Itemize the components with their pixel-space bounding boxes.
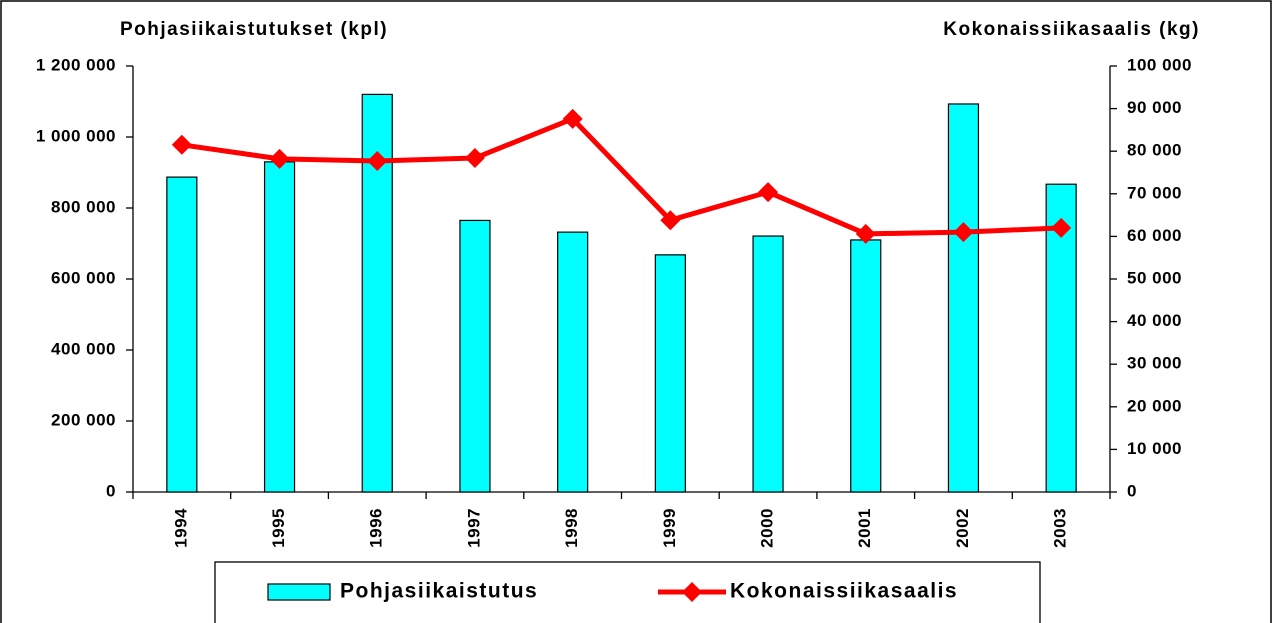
y-tick-label: 0 — [106, 481, 116, 500]
line — [181, 116, 1062, 237]
legend-box — [214, 561, 1041, 623]
y2-tick-label: 60 000 — [1127, 226, 1182, 245]
y-tick-label: 400 000 — [51, 339, 116, 358]
y2-tick-label: 80 000 — [1127, 141, 1182, 160]
legend-label: Kokonaissiikasaalis — [730, 580, 958, 603]
y2-tick-label: 70 000 — [1127, 183, 1182, 202]
x-tick-label: 2001 — [855, 508, 874, 548]
y-tick-label: 200 000 — [51, 410, 116, 429]
y2-axis-title: Kokonaissiikasaalis (kg) — [943, 19, 1200, 40]
legend-swatch — [267, 583, 331, 601]
line-marker — [1051, 217, 1072, 238]
line-marker — [758, 182, 779, 203]
bar — [654, 254, 686, 493]
line-marker — [269, 148, 290, 169]
y2-tick-label: 40 000 — [1127, 311, 1182, 330]
y2-tick-label: 20 000 — [1127, 396, 1182, 415]
y-axis-title: Pohjasiikaistutukset (kpl) — [120, 19, 388, 40]
x-tick-label: 2000 — [758, 508, 777, 548]
x-tick-label: 1995 — [269, 508, 288, 548]
bar — [752, 235, 784, 493]
x-tick-label: 1998 — [562, 508, 581, 548]
bar — [850, 239, 882, 493]
line-marker — [660, 210, 681, 231]
line-marker — [953, 222, 974, 243]
y2-tick-label: 30 000 — [1127, 354, 1182, 373]
x-tick-label: 2002 — [953, 508, 972, 548]
y-tick-label: 800 000 — [51, 197, 116, 216]
line-marker — [464, 148, 485, 169]
x-tick-label: 1999 — [660, 508, 679, 548]
bar — [459, 219, 491, 493]
x-tick-label: 1994 — [171, 508, 190, 548]
line-marker — [562, 108, 583, 129]
line-marker — [171, 134, 192, 155]
y2-tick-label: 100 000 — [1127, 55, 1192, 74]
y2-tick-label: 0 — [1127, 481, 1137, 500]
legend-swatch-marker — [682, 582, 702, 602]
bar — [166, 176, 198, 493]
y-tick-label: 600 000 — [51, 268, 116, 287]
x-tick-label: 1996 — [367, 508, 386, 548]
y2-tick-label: 90 000 — [1127, 98, 1182, 117]
legend-label: Pohjasiikaistutus — [340, 580, 538, 603]
x-tick-label: 2003 — [1051, 508, 1070, 548]
x-tick-label: 1997 — [464, 508, 483, 548]
bar — [947, 103, 980, 493]
y2-tick-label: 10 000 — [1127, 439, 1182, 458]
line-marker — [367, 150, 388, 171]
y2-tick-label: 50 000 — [1127, 268, 1182, 287]
y-tick-label: 1 200 000 — [36, 55, 116, 74]
line-marker — [855, 223, 876, 244]
bar — [557, 231, 589, 493]
y-tick-label: 1 000 000 — [36, 126, 116, 145]
bar — [263, 161, 296, 493]
